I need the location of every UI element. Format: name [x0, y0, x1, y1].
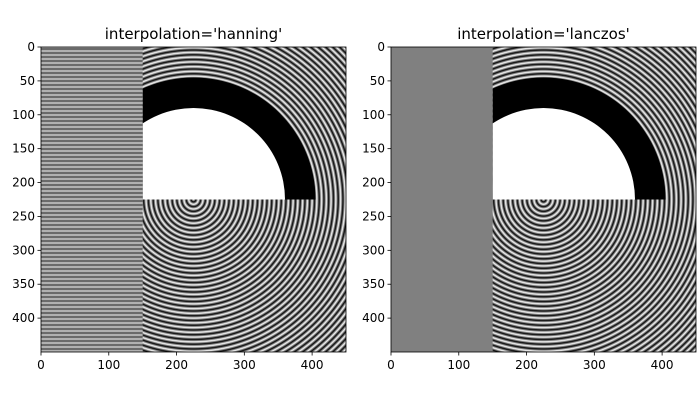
x-tick-label: 100: [447, 358, 470, 372]
y-tick-label: 300: [362, 243, 385, 257]
panels-group: interpolation='hanning' 0 100 200 300 400 0 50 1…: [12, 25, 697, 372]
y-tick-label: 250: [12, 209, 35, 223]
panel-2: interpolation='lanczos' 0 100 200 300 400 0 50 1…: [362, 25, 697, 372]
axes-frame: [390, 46, 697, 353]
y-tick-label: 200: [362, 176, 385, 190]
image-area: [391, 47, 696, 352]
y-tick-label: 200: [12, 176, 35, 190]
y-tick-label: 0: [377, 40, 385, 54]
x-tick-label: 200: [515, 358, 538, 372]
y-tick-label: 150: [12, 142, 35, 156]
upper-half: [492, 77, 666, 200]
chart-title: interpolation='lanczos': [457, 25, 630, 43]
x-tick-label: 0: [387, 358, 395, 372]
x-tick-label: 400: [651, 358, 674, 372]
y-tick-label: 50: [20, 74, 35, 88]
y-tick-label: 100: [12, 108, 35, 122]
y-tick-label: 350: [362, 277, 385, 291]
x-tick-label: 300: [583, 358, 606, 372]
white-half-disk: [142, 108, 285, 200]
stripe-band: [41, 47, 143, 352]
y-tick-label: 400: [362, 311, 385, 325]
white-half-disk: [492, 108, 635, 200]
y-tick-label: 0: [27, 40, 35, 54]
y-tick-label: 400: [12, 311, 35, 325]
x-tick-label: 100: [97, 358, 120, 372]
x-tick-label: 0: [37, 358, 45, 372]
y-tick-label: 250: [362, 209, 385, 223]
panel-1: interpolation='hanning' 0 100 200 300 400 0 50 1…: [12, 25, 347, 372]
axes-frame: [40, 46, 347, 353]
y-tick-label: 300: [12, 243, 35, 257]
y-tick-label: 150: [362, 142, 385, 156]
x-tick-label: 400: [301, 358, 324, 372]
y-tick-label: 350: [12, 277, 35, 291]
chart-title: interpolation='hanning': [105, 25, 282, 43]
upper-half: [142, 77, 316, 200]
y-tick-label: 50: [370, 74, 385, 88]
stripe-band: [391, 47, 493, 352]
x-tick-label: 300: [233, 358, 256, 372]
x-tick-label: 200: [165, 358, 188, 372]
image-area: [41, 47, 346, 352]
y-tick-label: 100: [362, 108, 385, 122]
